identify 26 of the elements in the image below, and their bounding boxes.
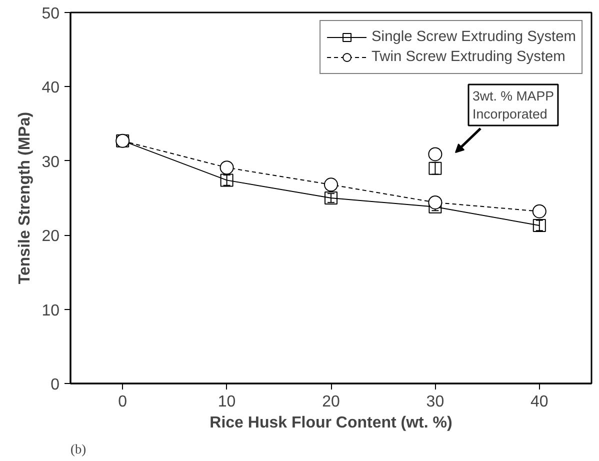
x-tick-label: 40 [530,394,548,410]
x-tick-label: 20 [322,394,340,410]
y-tick-label: 50 [42,6,60,22]
x-tick-label: 0 [118,394,128,410]
x-tick-label: 10 [218,394,236,410]
y-tick-label: 10 [42,302,60,320]
x-tick-label: 30 [426,394,444,410]
point [220,174,234,187]
point [428,162,442,175]
legend-label: Twin Screw Extruding System [372,49,566,65]
point [428,147,442,162]
annotation: 3wt. % MAPP Incorporated [472,88,554,122]
point [324,178,338,192]
point [324,192,338,204]
y-axis-title: Tensile Strength (MPa) [16,112,34,284]
point [532,218,546,232]
x-axis-title: Rice Husk Flour Content (wt. %) [210,414,452,432]
point [532,204,546,218]
point [220,160,234,175]
text: (b) [70,442,86,456]
legend-label: Single Screw Extruding System [372,29,576,45]
y-tick-label: 30 [42,154,60,171]
y-tick-label: 0 [50,376,60,394]
y-tick-label: 20 [42,228,60,246]
point [428,195,442,210]
y-tick-label: 40 [42,80,60,97]
